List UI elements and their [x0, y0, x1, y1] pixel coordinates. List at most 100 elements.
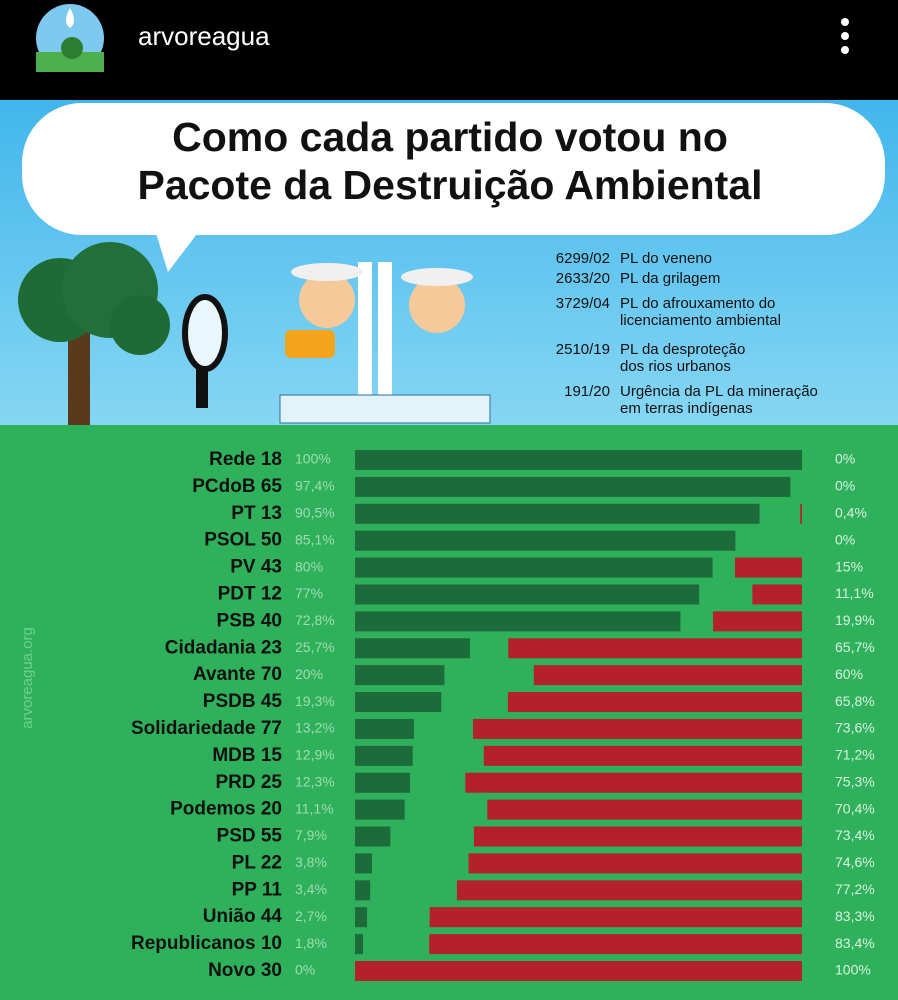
- value-label: 65,8%: [835, 693, 875, 709]
- bar-favor: [355, 476, 791, 497]
- bar-against: [473, 718, 802, 739]
- bar-against: [800, 503, 802, 524]
- bar-against: [468, 853, 802, 874]
- bar-favor: [355, 718, 415, 739]
- value-label: 90,5%: [295, 504, 335, 520]
- value-label: 25,7%: [295, 639, 335, 655]
- bar-favor: [355, 880, 371, 901]
- bill-name: em terras indígenas: [620, 400, 753, 417]
- value-label: 2,7%: [295, 908, 327, 924]
- party-label: PT 13: [231, 503, 282, 524]
- value-label: 100%: [835, 962, 871, 978]
- bill-name: PL da desproteção: [620, 341, 745, 358]
- speech-bubble: [22, 103, 885, 235]
- bill-code: 2633/20: [556, 270, 610, 287]
- bill-code: 191/20: [564, 383, 610, 400]
- menu-dot[interactable]: [841, 18, 849, 26]
- agent-face: [409, 277, 465, 333]
- bar-favor: [355, 611, 681, 632]
- title-line: Como cada partido votou no: [172, 114, 728, 160]
- value-label: 75,3%: [835, 773, 875, 789]
- agent-hat: [291, 263, 363, 281]
- value-label: 19,9%: [835, 612, 875, 628]
- bar-favor: [355, 692, 442, 713]
- bill-list: 6299/02 PL do veneno 2633/20 PL da grilagem…: [556, 250, 818, 417]
- party-label: PSDB 45: [203, 691, 283, 712]
- value-label: 0%: [835, 451, 855, 467]
- value-label: 0%: [295, 962, 315, 978]
- bar-favor: [355, 665, 445, 686]
- bar-chart: Rede 18 100% 0% PCdoB 65 97,4% 0% PT 13 90,5% 0,…: [131, 449, 875, 981]
- value-label: 19,3%: [295, 693, 335, 709]
- bar-favor: [355, 503, 760, 524]
- party-label: PL 22: [232, 852, 282, 873]
- value-label: 72,8%: [295, 612, 335, 628]
- party-label: União 44: [203, 906, 283, 927]
- bill-name: PL do afrouxamento do: [620, 295, 775, 312]
- magnifier: [182, 294, 228, 372]
- party-label: PP 11: [232, 879, 283, 900]
- value-label: 3,8%: [295, 854, 327, 870]
- menu-dot: [841, 46, 849, 54]
- chainsaw: [285, 330, 335, 358]
- party-label: PDT 12: [218, 583, 282, 604]
- bar-against: [507, 692, 802, 713]
- party-label: MDB 15: [212, 745, 282, 766]
- bill-code: 6299/02: [556, 250, 610, 267]
- value-label: 3,4%: [295, 881, 327, 897]
- bill-name: licenciamento ambiental: [620, 312, 781, 329]
- bar-against: [533, 665, 802, 686]
- bar-favor: [355, 934, 364, 955]
- value-label: 73,6%: [835, 720, 875, 736]
- party-label: PSB 40: [217, 610, 282, 631]
- bar-favor: [355, 638, 470, 659]
- value-label: 83,3%: [835, 908, 875, 924]
- value-label: 73,4%: [835, 827, 875, 843]
- value-label: 70,4%: [835, 800, 875, 816]
- bar-favor: [355, 450, 802, 470]
- bar-against: [483, 745, 802, 766]
- bar-against: [473, 826, 802, 847]
- value-label: 12,3%: [295, 773, 335, 789]
- title-line: Pacote da Destruição Ambiental: [137, 162, 762, 208]
- username[interactable]: arvoreagua: [138, 21, 270, 51]
- party-label: PSOL 50: [204, 530, 282, 551]
- bill-name: PL da grilagem: [620, 270, 720, 287]
- bar-against: [752, 584, 802, 605]
- party-label: PRD 25: [215, 772, 282, 793]
- bill-name: Urgência da PL da mineração: [620, 383, 818, 400]
- watermark: arvoreagua.org: [19, 627, 36, 729]
- bill-code: 2510/19: [556, 341, 610, 358]
- party-label: PCdoB 65: [192, 476, 282, 497]
- menu-dot: [841, 32, 849, 40]
- value-label: 77,2%: [835, 881, 875, 897]
- bar-against: [429, 934, 802, 955]
- party-label: Cidadania 23: [165, 637, 282, 658]
- value-label: 97,4%: [295, 478, 335, 494]
- bar-favor: [355, 826, 391, 847]
- avatar-drop: [66, 8, 74, 28]
- bill-name: PL do veneno: [620, 250, 712, 267]
- bill-code: 3729/04: [556, 295, 610, 312]
- value-label: 0%: [835, 478, 855, 494]
- bar-favor: [355, 853, 372, 874]
- value-label: 12,9%: [295, 747, 335, 763]
- tree-crown: [110, 295, 170, 355]
- bar-against: [429, 907, 802, 928]
- bar-favor: [355, 584, 700, 605]
- bar-against: [713, 611, 802, 632]
- party-label: Republicanos 10: [131, 933, 282, 954]
- bill-name: dos rios urbanos: [620, 358, 731, 375]
- party-label: Avante 70: [193, 664, 282, 685]
- bar-against: [734, 557, 802, 578]
- bar-against: [508, 638, 802, 659]
- header-bar: [0, 0, 898, 100]
- avatar-ground: [36, 52, 104, 72]
- value-label: 71,2%: [835, 747, 875, 763]
- value-label: 65,7%: [835, 639, 875, 655]
- congress-base: [279, 394, 491, 424]
- bar-favor: [355, 772, 410, 793]
- speech-tail: [155, 230, 200, 272]
